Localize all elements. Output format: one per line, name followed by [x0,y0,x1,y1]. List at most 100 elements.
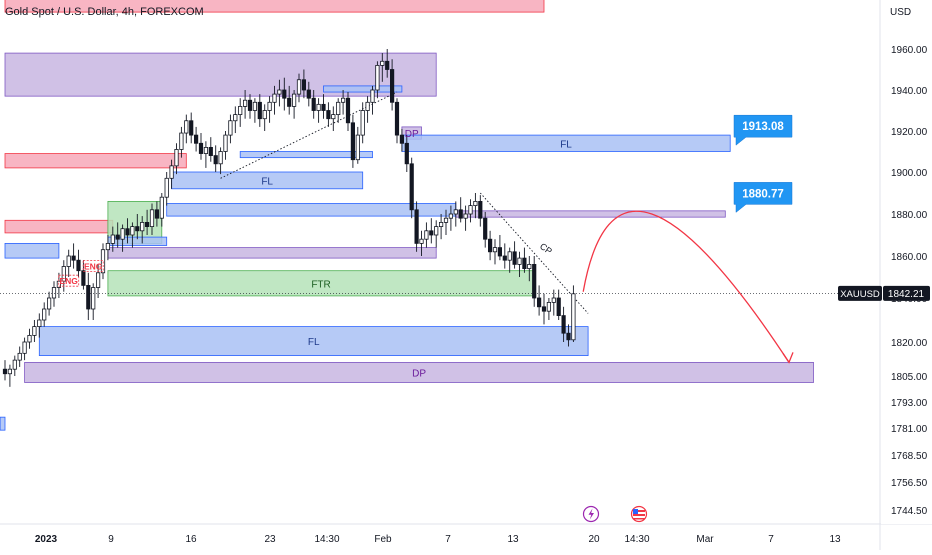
candle[interactable] [32,320,37,342]
candle[interactable] [91,283,96,320]
candle[interactable] [291,90,297,119]
candle[interactable] [375,61,380,99]
candle[interactable] [257,94,262,127]
candle[interactable] [473,193,478,219]
price-callout-0[interactable]: 1913.08 [733,114,793,146]
candle[interactable] [301,69,307,99]
candle[interactable] [189,112,194,144]
candle[interactable] [517,251,522,277]
candle[interactable] [238,98,243,127]
candle[interactable] [399,128,405,152]
candle[interactable] [218,147,223,175]
candle[interactable] [512,241,517,269]
candle[interactable] [551,289,556,316]
candle[interactable] [365,96,370,123]
zone-red-3[interactable] [4,219,114,234]
candle[interactable] [208,137,213,162]
candle[interactable] [154,201,159,227]
candle[interactable] [370,85,375,115]
candle[interactable] [463,205,468,231]
trendline-0[interactable] [220,91,398,179]
candle[interactable] [22,337,27,361]
candle[interactable] [287,85,292,115]
candle[interactable] [213,145,218,172]
zone-purple-14[interactable] [107,247,437,259]
candle[interactable] [321,94,326,119]
candle[interactable] [267,96,272,123]
candle[interactable] [252,98,257,123]
candle[interactable] [233,106,238,134]
lightning-icon[interactable] [582,505,600,523]
candle[interactable] [429,218,434,244]
us-flag-icon[interactable] [630,505,648,523]
candle[interactable] [228,114,233,144]
candle[interactable] [502,243,507,269]
candle[interactable] [541,293,547,325]
candle[interactable] [404,135,409,172]
zone-blue-6[interactable] [239,151,373,159]
candle[interactable] [115,222,120,248]
candle[interactable] [164,172,169,206]
trendline-1[interactable] [479,192,589,314]
candle[interactable] [277,79,282,107]
candle[interactable] [179,126,184,158]
candle[interactable] [159,193,164,227]
candle[interactable] [37,313,42,338]
candle[interactable] [507,247,512,273]
candle[interactable] [71,243,76,269]
candle[interactable] [262,104,267,131]
candle[interactable] [2,360,8,381]
candle[interactable] [130,222,135,248]
candle[interactable] [487,230,493,261]
candle[interactable] [144,209,150,235]
zone-blue-7[interactable] [323,85,403,93]
candle[interactable] [360,102,365,144]
candle[interactable] [110,226,115,252]
candle[interactable] [497,235,503,261]
candle[interactable] [566,324,571,347]
candle[interactable] [438,214,444,240]
candle[interactable] [556,289,561,320]
candle[interactable] [532,256,537,307]
candle[interactable] [409,157,414,219]
candle[interactable] [311,90,316,119]
projection-arc[interactable] [582,210,790,363]
candle[interactable] [522,247,527,273]
candle[interactable] [492,239,498,265]
candle[interactable] [51,281,57,307]
candle[interactable] [537,285,542,316]
zone-purple-17[interactable] [24,361,814,383]
candle[interactable] [100,243,106,280]
symbol-tag[interactable] [838,285,882,301]
candle[interactable] [47,291,52,316]
candle[interactable] [326,102,331,127]
candle[interactable] [135,214,140,240]
candle[interactable] [203,141,208,168]
candle[interactable] [380,53,385,82]
candle[interactable] [282,77,287,111]
candle[interactable] [174,143,179,175]
candle[interactable] [125,218,130,244]
candle[interactable] [434,220,439,248]
candle[interactable] [140,216,145,244]
candle[interactable] [546,298,552,320]
zone-blue-4[interactable] [4,242,60,259]
candle[interactable] [345,92,351,131]
candle[interactable] [27,328,32,349]
candle[interactable] [385,49,390,78]
candle[interactable] [12,355,17,376]
candle[interactable] [483,211,488,248]
zone-green-15[interactable] [107,270,535,297]
candle[interactable] [184,114,189,144]
candle[interactable] [468,199,473,223]
candle[interactable] [149,203,155,236]
candle[interactable] [336,98,341,123]
candle[interactable] [316,98,321,123]
candle[interactable] [42,302,47,327]
time-axis[interactable]: 2023 9 16 23 14:30 Feb 7 13 20 14:30 Mar 7 13 [35,534,841,545]
candle[interactable] [394,98,400,144]
candle[interactable] [66,249,71,277]
zone-red-2[interactable] [4,153,187,169]
candle[interactable] [419,230,424,256]
